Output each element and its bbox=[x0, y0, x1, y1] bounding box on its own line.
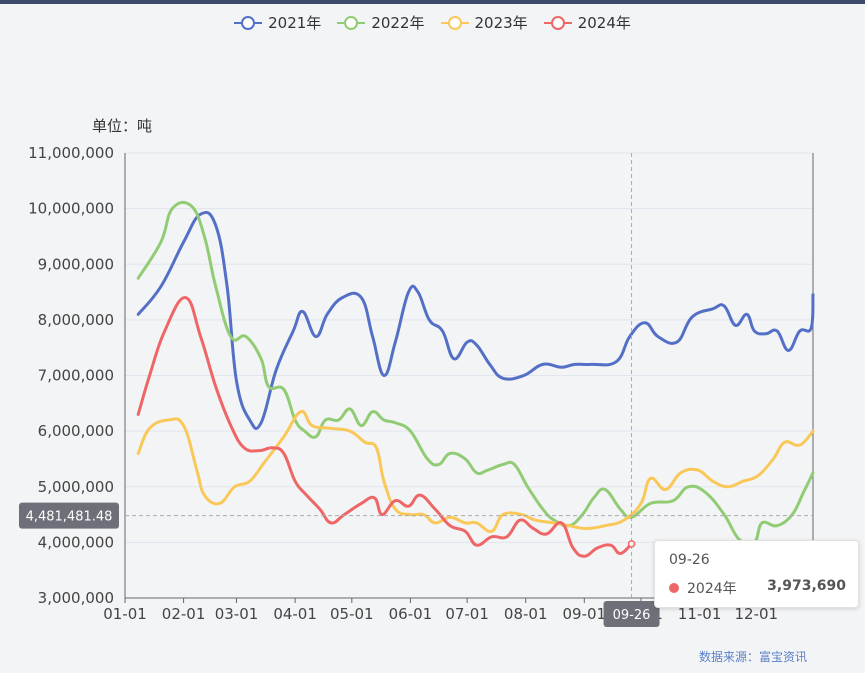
series-line-2024年 bbox=[136, 296, 633, 558]
tooltip-date: 09-26 bbox=[669, 552, 710, 568]
tooltip-series-name: 2024年 bbox=[687, 581, 737, 597]
legend-marker-icon bbox=[234, 15, 263, 30]
x-tick-label: 09-01 bbox=[562, 605, 606, 623]
legend-item-2021年[interactable]: 2021年 bbox=[234, 12, 321, 33]
series-line-2021年 bbox=[136, 210, 815, 430]
legend: 2021年 2022年 2023年 2024年 bbox=[0, 12, 865, 33]
data-source: 数据来源：富宝资讯 bbox=[698, 650, 807, 664]
x-tick-label: 04-01 bbox=[273, 605, 317, 623]
legend-label: 2024年 bbox=[577, 14, 631, 32]
series-line-2023年 bbox=[136, 409, 815, 533]
x-tick-label: 02-01 bbox=[162, 605, 206, 623]
x-tick-label: 01-01 bbox=[103, 605, 147, 623]
series-line-2022年 bbox=[136, 200, 815, 546]
x-tick-label: 12-01 bbox=[734, 605, 778, 623]
y-tick-label: 11,000,000 bbox=[28, 144, 114, 162]
y-tick-label: 5,000,000 bbox=[38, 478, 114, 496]
legend-item-2023年[interactable]: 2023年 bbox=[440, 12, 528, 33]
y-tick-label: 6,000,000 bbox=[38, 422, 114, 440]
legend-label: 2023年 bbox=[474, 14, 528, 32]
legend-item-2024年[interactable]: 2024年 bbox=[543, 12, 631, 33]
crosshair-y-label-bg bbox=[19, 502, 119, 529]
x-tick-label: 05-01 bbox=[330, 605, 374, 623]
crosshair-x-label: 09-26 bbox=[613, 608, 651, 623]
y-tick-label: 7,000,000 bbox=[38, 367, 114, 385]
crosshair-x-label-bg bbox=[603, 601, 660, 627]
x-tick-label: 03-01 bbox=[215, 605, 259, 623]
legend-item-2022年[interactable]: 2022年 bbox=[337, 12, 425, 33]
y-tick-label: 8,000,000 bbox=[38, 311, 114, 329]
unit-label: 单位：吨 bbox=[92, 117, 152, 135]
x-tick-label: 06-01 bbox=[389, 605, 433, 623]
hover-point bbox=[627, 540, 636, 548]
legend-label: 2021年 bbox=[268, 14, 322, 32]
y-tick-label: 10,000,000 bbox=[28, 200, 114, 218]
top-border bbox=[0, 0, 865, 4]
legend-marker-icon bbox=[543, 15, 572, 30]
y-tick-label: 9,000,000 bbox=[38, 255, 114, 273]
x-tick-label: 11-01 bbox=[678, 605, 722, 623]
tooltip-value: 3,973,690 bbox=[767, 578, 846, 594]
crosshair-y-label: 4,481,481.48 bbox=[26, 510, 113, 525]
tooltip-series-dot bbox=[669, 583, 679, 593]
tooltip: 09-26 2024年 3,973,690 bbox=[654, 540, 859, 608]
legend-marker-icon bbox=[337, 15, 366, 30]
y-tick-label: 3,000,000 bbox=[38, 589, 114, 607]
x-tick-label: 08-01 bbox=[504, 605, 548, 623]
legend-label: 2022年 bbox=[371, 14, 425, 32]
x-tick-label: 07-01 bbox=[445, 605, 489, 623]
y-tick-label: 4,000,000 bbox=[38, 533, 114, 551]
legend-marker-icon bbox=[440, 15, 469, 30]
